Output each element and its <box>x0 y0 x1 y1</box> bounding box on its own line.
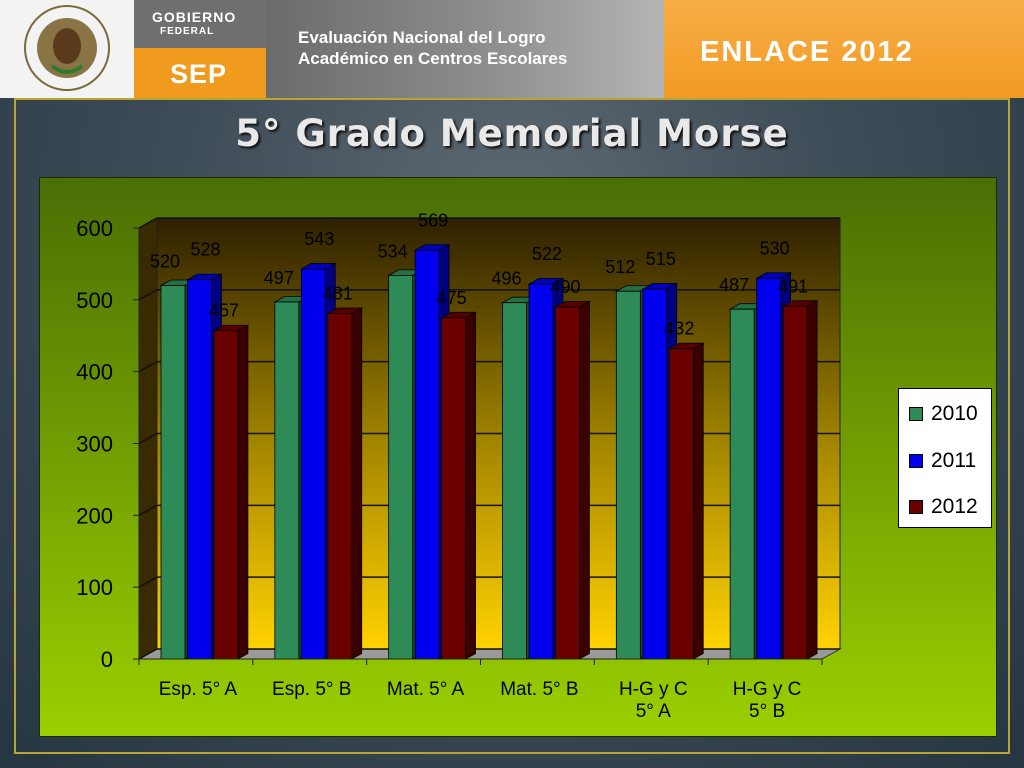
data-label-2011: 543 <box>304 229 334 249</box>
bar-front <box>782 305 808 660</box>
bar-front <box>327 313 353 660</box>
bar-front <box>213 330 239 660</box>
federal-text: FEDERAL <box>160 26 215 37</box>
x-tick-label: 5° B <box>749 701 785 722</box>
x-tick-label: H-G y C <box>733 679 802 700</box>
data-label-2011: 569 <box>418 210 448 230</box>
legend-label-2012: 2012 <box>931 495 978 518</box>
mexico-seal <box>0 0 134 98</box>
data-label-2010: 496 <box>491 269 521 289</box>
bar-front <box>642 288 668 660</box>
bar-side <box>692 342 704 660</box>
sep-box <box>134 48 266 98</box>
bar-side <box>806 300 818 660</box>
bar-front <box>615 290 641 660</box>
y-tick-label: 0 <box>101 647 113 672</box>
data-label-2010: 512 <box>605 257 635 277</box>
y-tick-label: 600 <box>76 216 113 241</box>
seal-icon <box>24 5 110 91</box>
legend-swatch-2011 <box>909 454 923 468</box>
x-tick-label: Mat. 5° B <box>500 679 578 700</box>
bar-front <box>414 249 440 660</box>
legend-label-2010: 2010 <box>931 402 978 425</box>
enlace-title: ENLACE 2012 <box>700 36 914 68</box>
bar-front <box>502 302 527 660</box>
bar-front <box>300 268 326 660</box>
bar-front <box>528 283 554 660</box>
bar-front <box>187 279 212 660</box>
data-label-2010: 534 <box>378 241 408 261</box>
bar-front <box>160 285 186 660</box>
bar-side <box>465 311 476 660</box>
eval-line-1: Evaluación Nacional del Logro <box>298 28 546 47</box>
y-tick-label: 100 <box>76 575 113 600</box>
bar-2012-1 <box>326 307 364 660</box>
gridline-side <box>138 217 158 229</box>
bar-chart: 0 100 200 300 400 500 600 520 528 457 Esp. 5° A 497… <box>39 177 997 737</box>
bar-2012-3 <box>553 300 591 660</box>
gobierno-federal-box <box>134 0 266 48</box>
gridline-side <box>138 432 158 445</box>
bar-front <box>441 317 467 660</box>
bar-2012-4 <box>667 342 705 660</box>
bar-front <box>274 301 300 660</box>
data-label-2012: 457 <box>209 301 239 321</box>
data-label-2010: 520 <box>150 251 180 271</box>
x-tick-label: 5° A <box>636 701 671 722</box>
header-banner: GOBIERNO FEDERAL SEP Evaluación Nacional… <box>0 0 1024 98</box>
data-label-2011: 522 <box>532 244 562 264</box>
chart-legend: 2010 2011 2012 <box>898 388 992 528</box>
data-label-2012: 490 <box>550 277 580 297</box>
bar-front <box>668 348 694 660</box>
bar-side <box>237 324 249 660</box>
data-label-2011: 530 <box>760 238 790 258</box>
legend-swatch-2012 <box>909 500 923 514</box>
gridline-side <box>138 648 158 660</box>
data-label-2012: 481 <box>323 283 353 303</box>
data-label-2011: 528 <box>190 240 220 260</box>
bar-side <box>579 300 590 660</box>
bar-front <box>729 308 755 660</box>
gridline-side <box>138 289 158 301</box>
legend-label-2011: 2011 <box>931 449 977 472</box>
legend-swatch-2010 <box>909 407 923 421</box>
enlace-box <box>664 0 1024 98</box>
legend-item-2011: 2011 <box>909 449 976 473</box>
bar-side <box>351 307 363 660</box>
bar-2012-5 <box>781 300 819 660</box>
slide-frame <box>14 98 1010 754</box>
data-label-2012: 432 <box>664 319 694 339</box>
y-tick-label: 400 <box>76 360 113 385</box>
bar-front <box>756 277 782 660</box>
gridline-side <box>138 361 158 373</box>
x-tick-label: Esp. 5° B <box>272 679 351 700</box>
data-label-2012: 491 <box>778 276 808 296</box>
data-label-2012: 475 <box>437 288 467 308</box>
bar-2012-2 <box>440 311 478 660</box>
x-tick-label: Mat. 5° A <box>387 679 465 700</box>
y-tick-label: 300 <box>76 432 113 457</box>
legend-item-2012: 2012 <box>909 495 978 519</box>
evaluacion-box <box>266 0 664 98</box>
data-label-2010: 497 <box>264 268 294 288</box>
x-tick-label: H-G y C <box>619 679 688 700</box>
bar-front <box>388 275 414 660</box>
slide-title: 5° Grado Memorial Morse <box>235 112 789 155</box>
eval-line-2: Académico en Centros Escolares <box>298 49 568 68</box>
y-tick-label: 500 <box>76 288 113 313</box>
bar-front <box>555 306 580 660</box>
x-tick-label: Esp. 5° A <box>159 679 238 700</box>
legend-item-2010: 2010 <box>909 402 978 426</box>
bar-2012-0 <box>212 324 250 660</box>
sep-logo-text: SEP <box>170 59 228 89</box>
gridline-side <box>138 504 158 516</box>
data-label-2011: 515 <box>646 249 676 269</box>
gridline-side <box>138 576 158 588</box>
gobierno-text: GOBIERNO <box>152 9 237 25</box>
chart-area: 0 100 200 300 400 500 600 520 528 457 Esp. 5° A 497… <box>39 177 997 737</box>
data-label-2010: 487 <box>719 275 749 295</box>
y-tick-label: 200 <box>76 503 113 528</box>
